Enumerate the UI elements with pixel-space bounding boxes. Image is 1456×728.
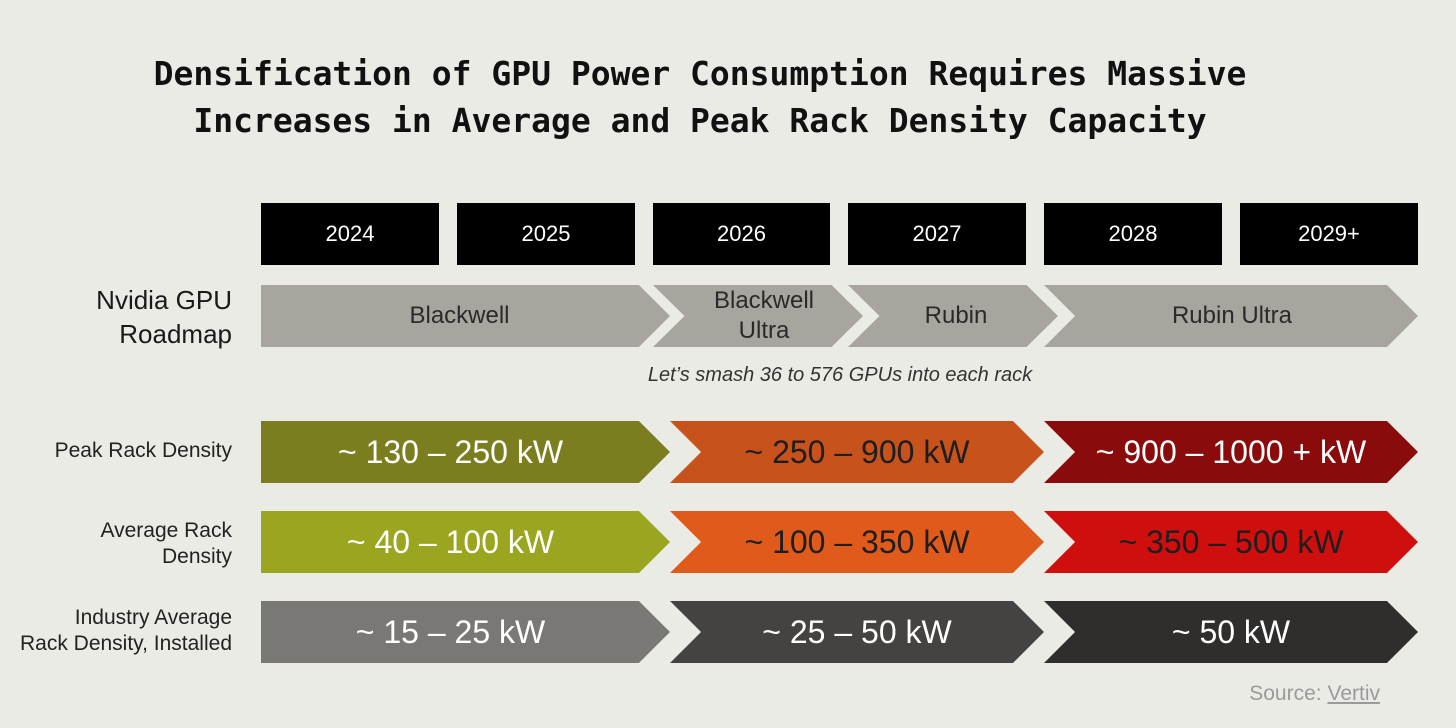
industry-average-label-line-1: Industry Average — [74, 606, 232, 629]
title-line-1: Densification of GPU Power Consumption R… — [153, 54, 1247, 93]
average-rack-density-label-line-1: Average Rack — [100, 519, 232, 542]
average-density-segment-2: ~ 100 – 350 kW — [670, 511, 1044, 573]
average-rack-density-label-line-2: Density — [161, 545, 232, 568]
roadmap-stage-blackwell-text: Blackwell — [409, 302, 510, 329]
roadmap-stage-rubin: Rubin — [848, 285, 1058, 347]
roadmap-stage-blackwell-ultra: Blackwell Ultra — [653, 285, 863, 347]
peak-density-segment-2: ~ 250 – 900 kW — [670, 421, 1044, 483]
average-density-segment-1: ~ 40 – 100 kW — [261, 511, 670, 573]
title-line-2: Increases in Average and Peak Rack Densi… — [193, 101, 1207, 140]
roadmap-stage-rubin-ultra-text: Rubin Ultra — [1171, 302, 1293, 329]
peak-density-segment-3: ~ 900 – 1000 + kW — [1044, 421, 1418, 483]
industry-density-segment-2: ~ 25 – 50 kW — [670, 601, 1044, 663]
industry-density-value-2: ~ 25 – 50 kW — [762, 613, 952, 650]
average-density-segment-3: ~ 350 – 500 kW — [1044, 511, 1418, 573]
peak-rack-density-label-line-1: Peak Rack Density — [54, 439, 232, 462]
source-link[interactable]: Vertiv — [1327, 682, 1380, 705]
source-prefix: Source: — [1249, 682, 1328, 705]
caption: Let’s smash 36 to 576 GPUs into each rac… — [647, 364, 1033, 386]
year-2025: 2025 — [457, 203, 635, 265]
industry-average-label-line-2: Rack Density, Installed — [19, 632, 232, 655]
chart-title: Densification of GPU Power Consumption R… — [0, 50, 1400, 144]
year-2029-plus: 2029+ — [1240, 203, 1418, 265]
roadmap-stage-blackwell-ultra-line-1: Blackwell — [713, 287, 815, 314]
industry-density-segment-1: ~ 15 – 25 kW — [261, 601, 670, 663]
industry-average-label: Industry Average Rack Density, Installed — [20, 605, 232, 657]
source-note: Source: Vertiv — [1249, 682, 1380, 706]
average-density-value-2: ~ 100 – 350 kW — [744, 523, 970, 560]
roadmap-stage-rubin-text: Rubin — [924, 302, 988, 329]
peak-rack-density-label: Peak Rack Density — [55, 438, 232, 464]
year-2028: 2028 — [1044, 203, 1222, 265]
average-density-value-3: ~ 350 – 500 kW — [1118, 523, 1344, 560]
industry-density-segment-3: ~ 50 kW — [1044, 601, 1418, 663]
roadmap-stage-rubin-ultra: Rubin Ultra — [1044, 285, 1418, 347]
peak-density-value-3: ~ 900 – 1000 + kW — [1095, 433, 1367, 470]
roadmap-stage-blackwell-ultra-line-2: Ultra — [738, 317, 790, 344]
average-density-value-1: ~ 40 – 100 kW — [346, 523, 555, 560]
industry-density-value-1: ~ 15 – 25 kW — [355, 613, 546, 650]
peak-density-value-1: ~ 130 – 250 kW — [337, 433, 564, 470]
peak-density-segment-1: ~ 130 – 250 kW — [261, 421, 670, 483]
year-2026: 2026 — [653, 203, 830, 265]
roadmap-stage-blackwell: Blackwell — [261, 285, 670, 347]
gpu-roadmap-label-line-1: Nvidia GPU — [96, 285, 232, 315]
year-2024: 2024 — [261, 203, 439, 265]
industry-density-value-3: ~ 50 kW — [1171, 613, 1291, 650]
year-2027: 2027 — [848, 203, 1026, 265]
average-rack-density-label: Average Rack Density — [100, 518, 232, 570]
gpu-roadmap-label: Nvidia GPU Roadmap — [96, 283, 232, 351]
gpu-roadmap-label-line-2: Roadmap — [119, 319, 232, 349]
peak-density-value-2: ~ 250 – 900 kW — [744, 433, 970, 470]
